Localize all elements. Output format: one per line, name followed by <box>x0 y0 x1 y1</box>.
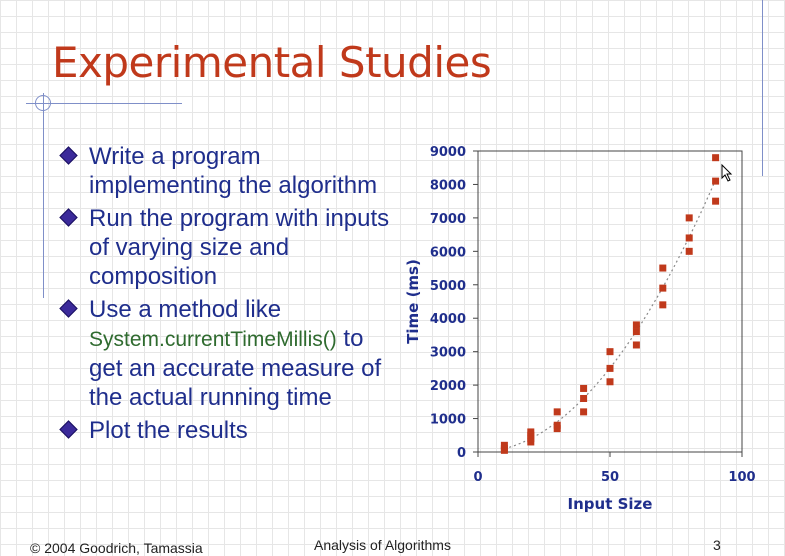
trendline <box>504 179 717 450</box>
bullet-text: Run the program with inputs of varying s… <box>89 205 390 290</box>
diamond-bullet-icon <box>59 420 78 439</box>
bullet-item: Plot the results <box>59 416 405 445</box>
method-name: System.currentTimeMillis() <box>89 328 337 351</box>
copyright-footer: © 2004 Goodrich, Tamassia <box>30 540 203 556</box>
decorative-line <box>43 93 44 298</box>
data-point <box>632 341 640 349</box>
data-point <box>606 364 614 372</box>
data-point <box>580 384 588 392</box>
data-points <box>500 154 720 454</box>
bullet-list: Write a program implementing the algorit… <box>59 142 405 449</box>
diamond-bullet-icon <box>59 146 78 165</box>
data-point <box>606 378 614 386</box>
data-point <box>712 177 720 185</box>
data-point <box>553 421 561 429</box>
page-number: 3 <box>713 537 721 553</box>
y-tick-label: 2000 <box>430 379 466 394</box>
decorative-line <box>26 103 182 104</box>
x-tick-label: 0 <box>473 470 482 485</box>
bullet-text-line: get an accurate measure of the actual ru… <box>89 355 382 411</box>
data-point <box>553 408 561 416</box>
y-tick-label: 9000 <box>430 145 466 160</box>
x-tick-labels: 0 50 100 <box>473 452 756 485</box>
y-tick-label: 1000 <box>430 413 466 428</box>
x-tick-label: 50 <box>601 470 619 485</box>
data-point <box>712 154 720 162</box>
data-point <box>527 428 535 436</box>
scatter-chart: 0 1000 2000 3000 4000 5000 6000 7000 8000 9000 0 5… <box>404 145 756 513</box>
y-tick-label: 8000 <box>430 178 466 193</box>
data-point <box>712 197 720 205</box>
bullet-text: Use a method like System.currentTimeMill… <box>89 295 405 412</box>
y-tick-label: 0 <box>457 446 466 461</box>
y-tick-label: 5000 <box>430 279 466 294</box>
slide-title: Experimental Studies <box>52 38 492 87</box>
decorative-line <box>762 0 763 176</box>
bullet-text-line: Use a method like <box>89 296 282 323</box>
bullet-item: Write a program implementing the algorit… <box>59 142 405 200</box>
data-point <box>685 234 693 242</box>
footer-title: Analysis of Algorithms <box>314 537 451 553</box>
y-axis-label: Time (ms) <box>404 259 422 344</box>
y-tick-label: 4000 <box>430 312 466 327</box>
data-point <box>632 328 640 336</box>
data-point <box>632 321 640 329</box>
data-point <box>659 264 667 272</box>
bullet-text: Plot the results <box>89 417 248 444</box>
mouse-cursor-icon <box>721 163 733 182</box>
data-point <box>685 247 693 255</box>
bullet-item: Use a method like System.currentTimeMill… <box>59 295 405 412</box>
y-tick-label: 6000 <box>430 245 466 260</box>
y-tick-label: 3000 <box>430 346 466 361</box>
data-point <box>580 408 588 416</box>
data-point <box>606 348 614 356</box>
diamond-bullet-icon <box>59 299 78 318</box>
bullet-text-fragment: to <box>336 325 364 352</box>
data-point <box>685 214 693 222</box>
x-axis-label: Input Size <box>568 495 653 513</box>
diamond-bullet-icon <box>59 208 78 227</box>
data-point <box>659 301 667 309</box>
decorative-circle <box>35 95 51 111</box>
data-point <box>500 441 508 449</box>
data-point <box>580 394 588 402</box>
y-tick-labels: 0 1000 2000 3000 4000 5000 6000 7000 8000 9000 <box>430 145 478 461</box>
plot-frame <box>477 150 743 453</box>
x-tick-label: 100 <box>728 470 755 485</box>
bullet-text: Write a program implementing the algorit… <box>89 143 378 199</box>
y-tick-label: 7000 <box>430 212 466 227</box>
bullet-item: Run the program with inputs of varying s… <box>59 204 405 291</box>
data-point <box>659 284 667 292</box>
